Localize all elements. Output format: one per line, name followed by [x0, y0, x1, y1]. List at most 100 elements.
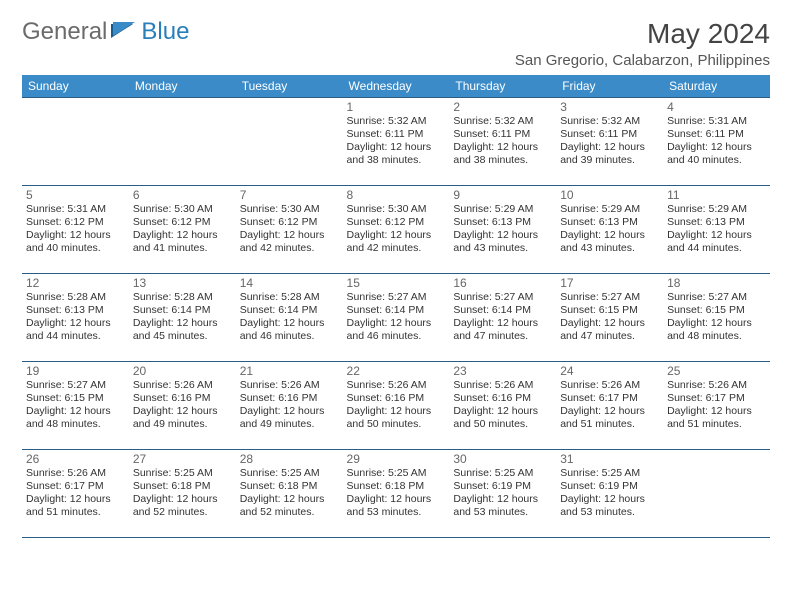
calendar-day-cell: 20Sunrise: 5:26 AMSunset: 6:16 PMDayligh… — [129, 362, 236, 450]
day-number: 1 — [347, 100, 446, 114]
day-number: 25 — [667, 364, 766, 378]
calendar-day-cell: 19Sunrise: 5:27 AMSunset: 6:15 PMDayligh… — [22, 362, 129, 450]
day-info: Sunrise: 5:32 AMSunset: 6:11 PMDaylight:… — [453, 115, 552, 168]
day-number: 11 — [667, 188, 766, 202]
weekday-header: Saturday — [663, 75, 770, 98]
weekday-header: Monday — [129, 75, 236, 98]
day-number: 28 — [240, 452, 339, 466]
day-info: Sunrise: 5:30 AMSunset: 6:12 PMDaylight:… — [240, 203, 339, 256]
day-info: Sunrise: 5:26 AMSunset: 6:16 PMDaylight:… — [453, 379, 552, 432]
day-info: Sunrise: 5:31 AMSunset: 6:12 PMDaylight:… — [26, 203, 125, 256]
calendar-day-cell: 15Sunrise: 5:27 AMSunset: 6:14 PMDayligh… — [343, 274, 450, 362]
calendar-day-cell: 29Sunrise: 5:25 AMSunset: 6:18 PMDayligh… — [343, 450, 450, 538]
day-number: 22 — [347, 364, 446, 378]
calendar-day-cell: 13Sunrise: 5:28 AMSunset: 6:14 PMDayligh… — [129, 274, 236, 362]
day-number: 8 — [347, 188, 446, 202]
calendar-day-cell: 16Sunrise: 5:27 AMSunset: 6:14 PMDayligh… — [449, 274, 556, 362]
day-info: Sunrise: 5:26 AMSunset: 6:17 PMDaylight:… — [667, 379, 766, 432]
calendar-body: 1 Sunrise: 5:32 AMSunset: 6:11 PMDaylight… — [22, 98, 770, 538]
day-number: 19 — [26, 364, 125, 378]
day-number: 21 — [240, 364, 339, 378]
day-number: 12 — [26, 276, 125, 290]
calendar-day-cell: 3Sunrise: 5:32 AMSunset: 6:11 PMDaylight… — [556, 98, 663, 186]
calendar-table: SundayMondayTuesdayWednesdayThursdayFrid… — [22, 75, 770, 538]
calendar-day-cell — [22, 98, 129, 186]
location-subtitle: San Gregorio, Calabarzon, Philippines — [515, 52, 770, 69]
day-info: Sunrise: 5:26 AMSunset: 6:17 PMDaylight:… — [560, 379, 659, 432]
day-info: Sunrise: 5:26 AMSunset: 6:17 PMDaylight:… — [26, 467, 125, 520]
calendar-day-cell: 10Sunrise: 5:29 AMSunset: 6:13 PMDayligh… — [556, 186, 663, 274]
day-info: Sunrise: 5:26 AMSunset: 6:16 PMDaylight:… — [133, 379, 232, 432]
calendar-day-cell: 4Sunrise: 5:31 AMSunset: 6:11 PMDaylight… — [663, 98, 770, 186]
calendar-day-cell: 2Sunrise: 5:32 AMSunset: 6:11 PMDaylight… — [449, 98, 556, 186]
day-number: 31 — [560, 452, 659, 466]
day-info: Sunrise: 5:25 AMSunset: 6:18 PMDaylight:… — [347, 467, 446, 520]
calendar-day-cell: 31Sunrise: 5:25 AMSunset: 6:19 PMDayligh… — [556, 450, 663, 538]
calendar-day-cell: 21Sunrise: 5:26 AMSunset: 6:16 PMDayligh… — [236, 362, 343, 450]
day-info: Sunrise: 5:28 AMSunset: 6:14 PMDaylight:… — [240, 291, 339, 344]
day-info: Sunrise: 5:26 AMSunset: 6:16 PMDaylight:… — [347, 379, 446, 432]
day-info: Sunrise: 5:25 AMSunset: 6:18 PMDaylight:… — [240, 467, 339, 520]
day-number: 17 — [560, 276, 659, 290]
day-number: 10 — [560, 188, 659, 202]
day-number: 13 — [133, 276, 232, 290]
day-number: 5 — [26, 188, 125, 202]
calendar-day-cell: 1Sunrise: 5:32 AMSunset: 6:11 PMDaylight… — [343, 98, 450, 186]
calendar-day-cell: 12Sunrise: 5:28 AMSunset: 6:13 PMDayligh… — [22, 274, 129, 362]
calendar-day-cell: 14Sunrise: 5:28 AMSunset: 6:14 PMDayligh… — [236, 274, 343, 362]
calendar-week-row: 1 Sunrise: 5:32 AMSunset: 6:11 PMDaylight… — [22, 98, 770, 186]
logo-text-blue: Blue — [141, 18, 189, 46]
day-info: Sunrise: 5:30 AMSunset: 6:12 PMDaylight:… — [133, 203, 232, 256]
calendar-day-cell: 28Sunrise: 5:25 AMSunset: 6:18 PMDayligh… — [236, 450, 343, 538]
day-number: 30 — [453, 452, 552, 466]
weekday-header: Wednesday — [343, 75, 450, 98]
calendar-day-cell: 7Sunrise: 5:30 AMSunset: 6:12 PMDaylight… — [236, 186, 343, 274]
day-info: Sunrise: 5:32 AMSunset: 6:11 PMDaylight:… — [560, 115, 659, 168]
day-number: 18 — [667, 276, 766, 290]
page-header: General Blue May 2024 San Gregorio, Cala… — [22, 18, 770, 69]
day-info: Sunrise: 5:27 AMSunset: 6:14 PMDaylight:… — [347, 291, 446, 344]
day-info: Sunrise: 5:31 AMSunset: 6:11 PMDaylight:… — [667, 115, 766, 168]
day-info: Sunrise: 5:27 AMSunset: 6:14 PMDaylight:… — [453, 291, 552, 344]
day-number: 27 — [133, 452, 232, 466]
calendar-day-cell: 6Sunrise: 5:30 AMSunset: 6:12 PMDaylight… — [129, 186, 236, 274]
day-info: Sunrise: 5:25 AMSunset: 6:19 PMDaylight:… — [453, 467, 552, 520]
day-info: Sunrise: 5:27 AMSunset: 6:15 PMDaylight:… — [667, 291, 766, 344]
calendar-day-cell: 5Sunrise: 5:31 AMSunset: 6:12 PMDaylight… — [22, 186, 129, 274]
day-info: Sunrise: 5:26 AMSunset: 6:16 PMDaylight:… — [240, 379, 339, 432]
weekday-header: Sunday — [22, 75, 129, 98]
calendar-week-row: 5Sunrise: 5:31 AMSunset: 6:12 PMDaylight… — [22, 186, 770, 274]
day-number: 20 — [133, 364, 232, 378]
day-number: 26 — [26, 452, 125, 466]
weekday-header: Friday — [556, 75, 663, 98]
day-info: Sunrise: 5:29 AMSunset: 6:13 PMDaylight:… — [453, 203, 552, 256]
calendar-day-cell — [663, 450, 770, 538]
calendar-day-cell — [129, 98, 236, 186]
calendar-day-cell: 25Sunrise: 5:26 AMSunset: 6:17 PMDayligh… — [663, 362, 770, 450]
day-number: 24 — [560, 364, 659, 378]
calendar-day-cell: 30Sunrise: 5:25 AMSunset: 6:19 PMDayligh… — [449, 450, 556, 538]
day-number: 9 — [453, 188, 552, 202]
calendar-week-row: 26Sunrise: 5:26 AMSunset: 6:17 PMDayligh… — [22, 450, 770, 538]
day-info: Sunrise: 5:30 AMSunset: 6:12 PMDaylight:… — [347, 203, 446, 256]
day-number: 14 — [240, 276, 339, 290]
day-info: Sunrise: 5:25 AMSunset: 6:19 PMDaylight:… — [560, 467, 659, 520]
day-number: 29 — [347, 452, 446, 466]
day-number: 4 — [667, 100, 766, 114]
title-block: May 2024 San Gregorio, Calabarzon, Phili… — [515, 18, 770, 69]
brand-logo: General Blue — [22, 18, 189, 46]
calendar-day-cell: 22Sunrise: 5:26 AMSunset: 6:16 PMDayligh… — [343, 362, 450, 450]
month-title: May 2024 — [515, 18, 770, 50]
day-info: Sunrise: 5:27 AMSunset: 6:15 PMDaylight:… — [560, 291, 659, 344]
calendar-day-cell: 26Sunrise: 5:26 AMSunset: 6:17 PMDayligh… — [22, 450, 129, 538]
calendar-day-cell: 23Sunrise: 5:26 AMSunset: 6:16 PMDayligh… — [449, 362, 556, 450]
calendar-day-cell: 9Sunrise: 5:29 AMSunset: 6:13 PMDaylight… — [449, 186, 556, 274]
day-info: Sunrise: 5:25 AMSunset: 6:18 PMDaylight:… — [133, 467, 232, 520]
day-info: Sunrise: 5:29 AMSunset: 6:13 PMDaylight:… — [667, 203, 766, 256]
day-number: 3 — [560, 100, 659, 114]
day-number: 2 — [453, 100, 552, 114]
weekday-header: Tuesday — [236, 75, 343, 98]
calendar-week-row: 19Sunrise: 5:27 AMSunset: 6:15 PMDayligh… — [22, 362, 770, 450]
calendar-header-row: SundayMondayTuesdayWednesdayThursdayFrid… — [22, 75, 770, 98]
weekday-header: Thursday — [449, 75, 556, 98]
